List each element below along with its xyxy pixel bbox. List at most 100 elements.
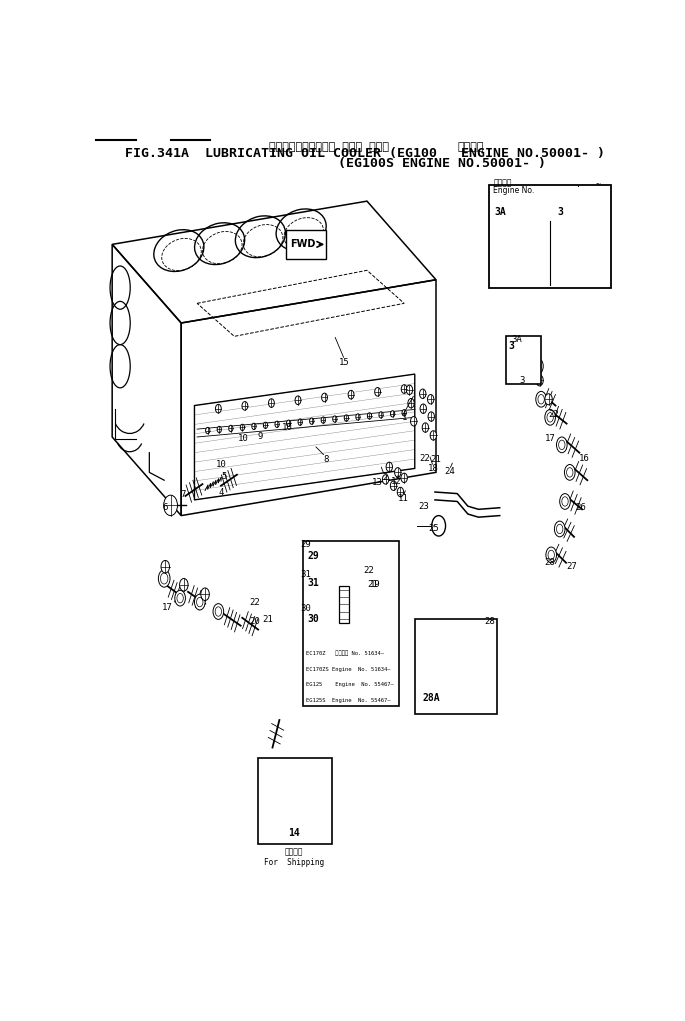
Text: 5: 5	[221, 472, 226, 481]
Text: 28: 28	[485, 618, 495, 626]
Bar	[286, 230, 325, 258]
Circle shape	[252, 424, 256, 430]
Circle shape	[339, 578, 349, 592]
Text: Engine No.: Engine No.	[493, 186, 534, 195]
Text: 3A: 3A	[495, 206, 506, 216]
Text: 22: 22	[549, 410, 559, 420]
Text: 21: 21	[262, 615, 273, 624]
Circle shape	[428, 411, 434, 422]
Circle shape	[402, 409, 406, 416]
Circle shape	[560, 493, 571, 509]
Circle shape	[339, 549, 349, 566]
Circle shape	[524, 356, 534, 371]
Text: 7: 7	[180, 490, 186, 499]
Circle shape	[175, 590, 186, 606]
Text: 22: 22	[249, 597, 260, 606]
Circle shape	[379, 411, 383, 418]
Circle shape	[275, 421, 279, 428]
Text: 29: 29	[301, 540, 311, 549]
Circle shape	[201, 588, 210, 600]
Circle shape	[408, 398, 414, 408]
Circle shape	[164, 495, 177, 516]
Text: 13: 13	[372, 478, 383, 487]
Text: FIG.341A  LUBRICATING OIL COOLER (EG100   ENGINE NO.50001- ): FIG.341A LUBRICATING OIL COOLER (EG100 E…	[125, 147, 606, 160]
Text: 25: 25	[428, 525, 438, 533]
Circle shape	[397, 487, 403, 497]
Text: 8: 8	[323, 454, 328, 464]
Text: 3A: 3A	[512, 335, 523, 344]
Text: 24: 24	[444, 467, 455, 476]
Circle shape	[295, 396, 301, 404]
Text: EC170ZS Engine  No. 51634―: EC170ZS Engine No. 51634―	[306, 667, 390, 672]
Circle shape	[395, 468, 401, 477]
Circle shape	[582, 237, 593, 252]
Circle shape	[356, 414, 360, 420]
Circle shape	[516, 241, 527, 256]
Circle shape	[348, 390, 354, 399]
Text: 23: 23	[419, 501, 429, 510]
Text: (EG100S ENGINE NO.50001- ): (EG100S ENGINE NO.50001- )	[338, 156, 546, 169]
Bar	[489, 186, 611, 288]
Text: 10: 10	[216, 460, 226, 469]
Text: 27: 27	[566, 563, 577, 571]
Text: 適用号機: 適用号機	[457, 142, 484, 151]
Bar	[414, 620, 497, 714]
Text: 1: 1	[401, 412, 407, 422]
Circle shape	[536, 391, 547, 407]
Circle shape	[390, 481, 397, 490]
Text: 16: 16	[580, 453, 590, 463]
Bar	[258, 758, 332, 844]
Text: 10: 10	[238, 434, 249, 443]
Text: 20: 20	[249, 618, 260, 626]
Text: 2: 2	[382, 474, 387, 482]
Circle shape	[161, 561, 169, 573]
Circle shape	[427, 394, 434, 404]
Circle shape	[536, 375, 543, 386]
Text: 18: 18	[428, 464, 438, 473]
Text: 3: 3	[519, 376, 525, 385]
Text: .   ~: . ~	[575, 180, 601, 189]
Text: 30: 30	[308, 614, 319, 624]
Circle shape	[390, 410, 395, 417]
Circle shape	[564, 465, 575, 480]
Text: 重要部品: 重要部品	[285, 847, 303, 857]
Circle shape	[213, 603, 223, 620]
Circle shape	[420, 404, 427, 414]
Circle shape	[406, 385, 412, 394]
Circle shape	[419, 389, 426, 398]
Circle shape	[310, 418, 314, 425]
Circle shape	[345, 415, 349, 421]
Circle shape	[401, 385, 407, 393]
Text: 6: 6	[162, 503, 168, 513]
Circle shape	[298, 419, 302, 426]
Text: 29: 29	[308, 551, 319, 561]
Text: 15: 15	[339, 357, 350, 367]
Text: 31: 31	[301, 570, 311, 579]
Circle shape	[546, 547, 556, 563]
Circle shape	[333, 416, 337, 423]
Circle shape	[410, 417, 417, 426]
Circle shape	[382, 475, 389, 484]
Circle shape	[556, 437, 567, 452]
Text: 3: 3	[557, 206, 563, 216]
Text: 3: 3	[509, 341, 514, 351]
Text: FWD: FWD	[290, 239, 316, 249]
Text: 17: 17	[162, 603, 172, 612]
Text: 31: 31	[308, 579, 319, 588]
Text: 30: 30	[301, 603, 311, 613]
Circle shape	[533, 358, 543, 374]
Text: EG125    Engine  No. 55467―: EG125 Engine No. 55467―	[306, 682, 394, 687]
Text: 11: 11	[398, 494, 408, 502]
Text: EG125S  Engine  No. 55467―: EG125S Engine No. 55467―	[306, 698, 390, 703]
Circle shape	[321, 417, 325, 424]
Circle shape	[263, 422, 268, 429]
Circle shape	[229, 426, 233, 432]
Text: 22: 22	[363, 566, 374, 575]
Circle shape	[519, 237, 529, 252]
Circle shape	[554, 521, 565, 537]
Text: 17: 17	[545, 434, 556, 443]
Circle shape	[215, 404, 221, 414]
Text: 21: 21	[431, 454, 441, 464]
Circle shape	[278, 777, 290, 794]
Circle shape	[430, 431, 436, 440]
